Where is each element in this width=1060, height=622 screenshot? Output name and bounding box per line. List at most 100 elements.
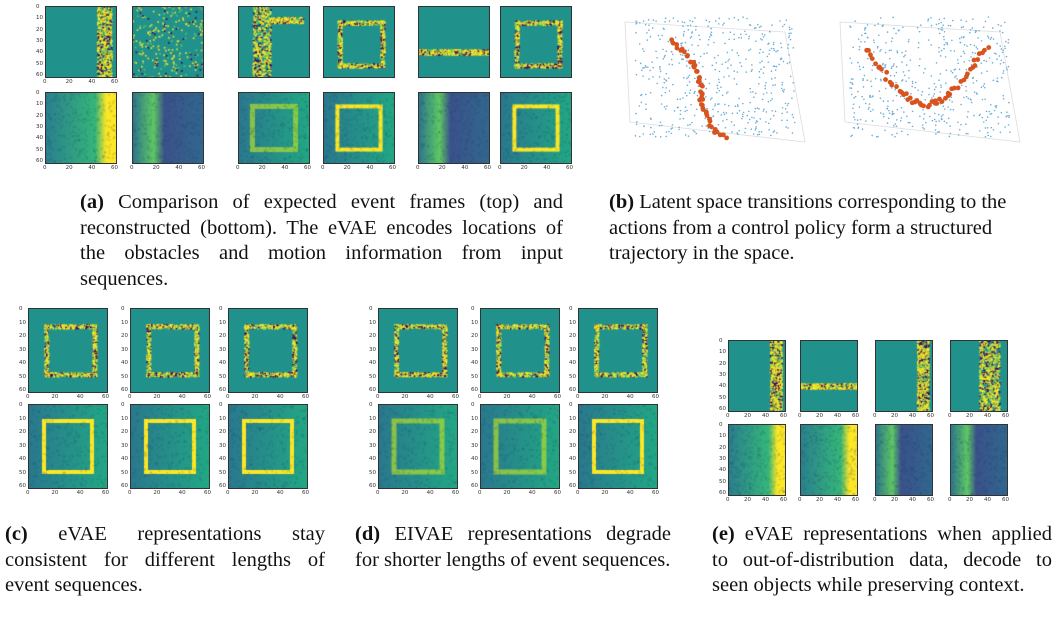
latent-point: [940, 84, 942, 87]
latent-point: [678, 126, 680, 129]
latent-point: [850, 87, 853, 90]
latent-point: [673, 110, 676, 112]
latent-point: [759, 61, 761, 64]
latent-point: [982, 26, 985, 28]
latent-point: [754, 107, 757, 110]
trajectory-point: [720, 132, 726, 138]
latent-point: [973, 91, 976, 93]
x-tick-label: 60: [566, 165, 573, 171]
event-frame-image: [578, 404, 658, 489]
latent-point: [717, 54, 719, 57]
y-tick-label: 50: [19, 469, 26, 476]
latent-point: [888, 112, 891, 114]
latent-point: [708, 82, 711, 85]
latent-point: [709, 36, 711, 38]
y-tick-label: 50: [219, 373, 226, 380]
y-tick-label: 10: [36, 15, 43, 22]
latent-point: [933, 118, 936, 121]
latent-point: [638, 135, 641, 138]
latent-point: [740, 37, 743, 39]
latent-point: [980, 72, 983, 74]
latent-point: [963, 52, 966, 55]
latent-point: [928, 93, 930, 96]
y-tick-label: 40: [36, 49, 43, 56]
latent-point: [868, 95, 871, 98]
latent-point: [877, 135, 879, 138]
latent-point: [768, 53, 770, 55]
latent-point: [992, 38, 995, 40]
trajectory-point: [868, 52, 873, 58]
latent-point: [1000, 59, 1003, 62]
latent-point: [778, 63, 780, 66]
latent-point: [659, 68, 661, 70]
y-tick-label: 20: [471, 429, 478, 435]
latent-point: [950, 70, 952, 72]
y-tick-label: 50: [19, 373, 26, 380]
latent-point: [641, 69, 643, 72]
latent-point: [858, 48, 861, 51]
latent-point: [873, 41, 875, 44]
latent-point: [764, 84, 767, 87]
latent-point: [951, 71, 954, 74]
latent-point: [740, 65, 743, 67]
latent-point: [772, 131, 775, 133]
x-tick-label: 0: [873, 413, 877, 419]
latent-point: [769, 118, 772, 120]
latent-point: [772, 65, 775, 67]
latent-point: [957, 62, 960, 65]
latent-point: [851, 83, 854, 86]
latent-point: [640, 101, 643, 104]
latent-point: [680, 42, 682, 45]
latent-point: [871, 120, 874, 122]
y-tick-label: 20: [36, 112, 43, 119]
x-tick-label: 60: [102, 490, 109, 496]
x-tick-label: 0: [226, 490, 230, 496]
y-tick-label: 40: [36, 135, 43, 142]
latent-point: [943, 120, 946, 123]
x-tick-label: 0: [798, 413, 802, 419]
latent-point: [647, 66, 649, 68]
latent-point: [773, 130, 776, 132]
latent-point: [686, 109, 688, 112]
latent-point: [1002, 70, 1005, 72]
latent-point: [1009, 131, 1011, 134]
latent-point: [950, 96, 953, 99]
x-tick-label: 40: [909, 497, 916, 503]
latent-point: [852, 103, 855, 105]
plot-frame: [378, 308, 458, 393]
latent-point: [767, 61, 770, 64]
x-tick-label: 20: [601, 394, 609, 400]
latent-point: [971, 51, 974, 54]
latent-point: [783, 88, 785, 91]
event-frame-plot: [500, 6, 572, 78]
latent-point: [878, 34, 880, 37]
scatter-axes: [624, 21, 806, 143]
latent-point: [940, 28, 942, 31]
latent-point: [767, 43, 769, 45]
latent-point: [638, 22, 641, 24]
latent-point: [914, 81, 917, 84]
latent-point: [942, 24, 945, 26]
latent-point: [949, 24, 952, 27]
latent-point: [714, 103, 717, 105]
latent-point: [956, 58, 959, 61]
latent-point: [864, 40, 866, 43]
latent-point: [874, 77, 877, 80]
latent-point: [887, 100, 889, 102]
latent-point: [707, 43, 709, 46]
latent-point: [705, 19, 708, 22]
latent-point: [960, 19, 962, 21]
x-tick-label: 40: [426, 394, 434, 400]
y-tick-label: 30: [19, 346, 26, 353]
x-tick-label: 40: [909, 413, 916, 419]
y-tick-label: 40: [219, 360, 226, 366]
latent-point: [983, 59, 985, 62]
latent-point: [736, 132, 739, 134]
latent-point: [659, 70, 662, 73]
latent-point: [727, 91, 729, 93]
latent-point: [938, 32, 941, 35]
image-grid-e: 0 10 20 30 40 50 60 0 20 40 60 0 10 20 30 40 50 60 0 20 40 60…: [700, 300, 1060, 505]
latent-point: [872, 108, 874, 111]
latent-point: [664, 17, 667, 20]
latent-point: [849, 81, 852, 84]
